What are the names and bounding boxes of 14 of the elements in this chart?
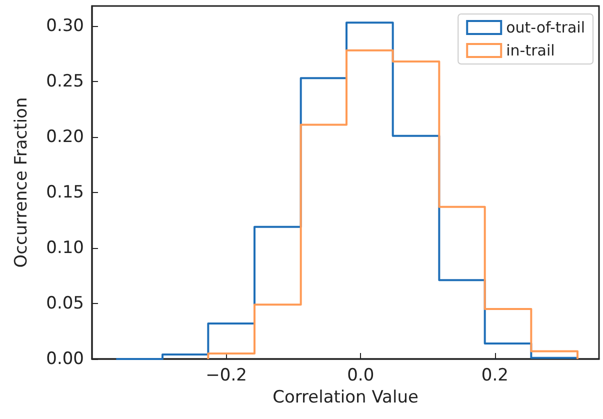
y-tick-label: 0.25 [46,71,84,92]
y-tick-label: 0.05 [46,293,84,314]
y-tick-label: 0.10 [46,238,84,258]
y-tick-label: 0.20 [46,126,84,147]
x-tick-label: 0.0 [347,366,374,386]
x-tick-label: −0.2 [206,366,247,386]
legend-label: out-of-trail [506,18,586,36]
y-tick-label: 0.00 [46,349,84,369]
y-tick-label: 0.30 [46,16,84,36]
y-tick-label: 0.15 [46,182,84,202]
legend-label: in-trail [506,42,555,60]
x-tick-label: 0.2 [481,366,508,386]
x-axis-title: Correlation Value [272,388,418,408]
y-axis-title: Occurrence Fraction [12,97,32,268]
